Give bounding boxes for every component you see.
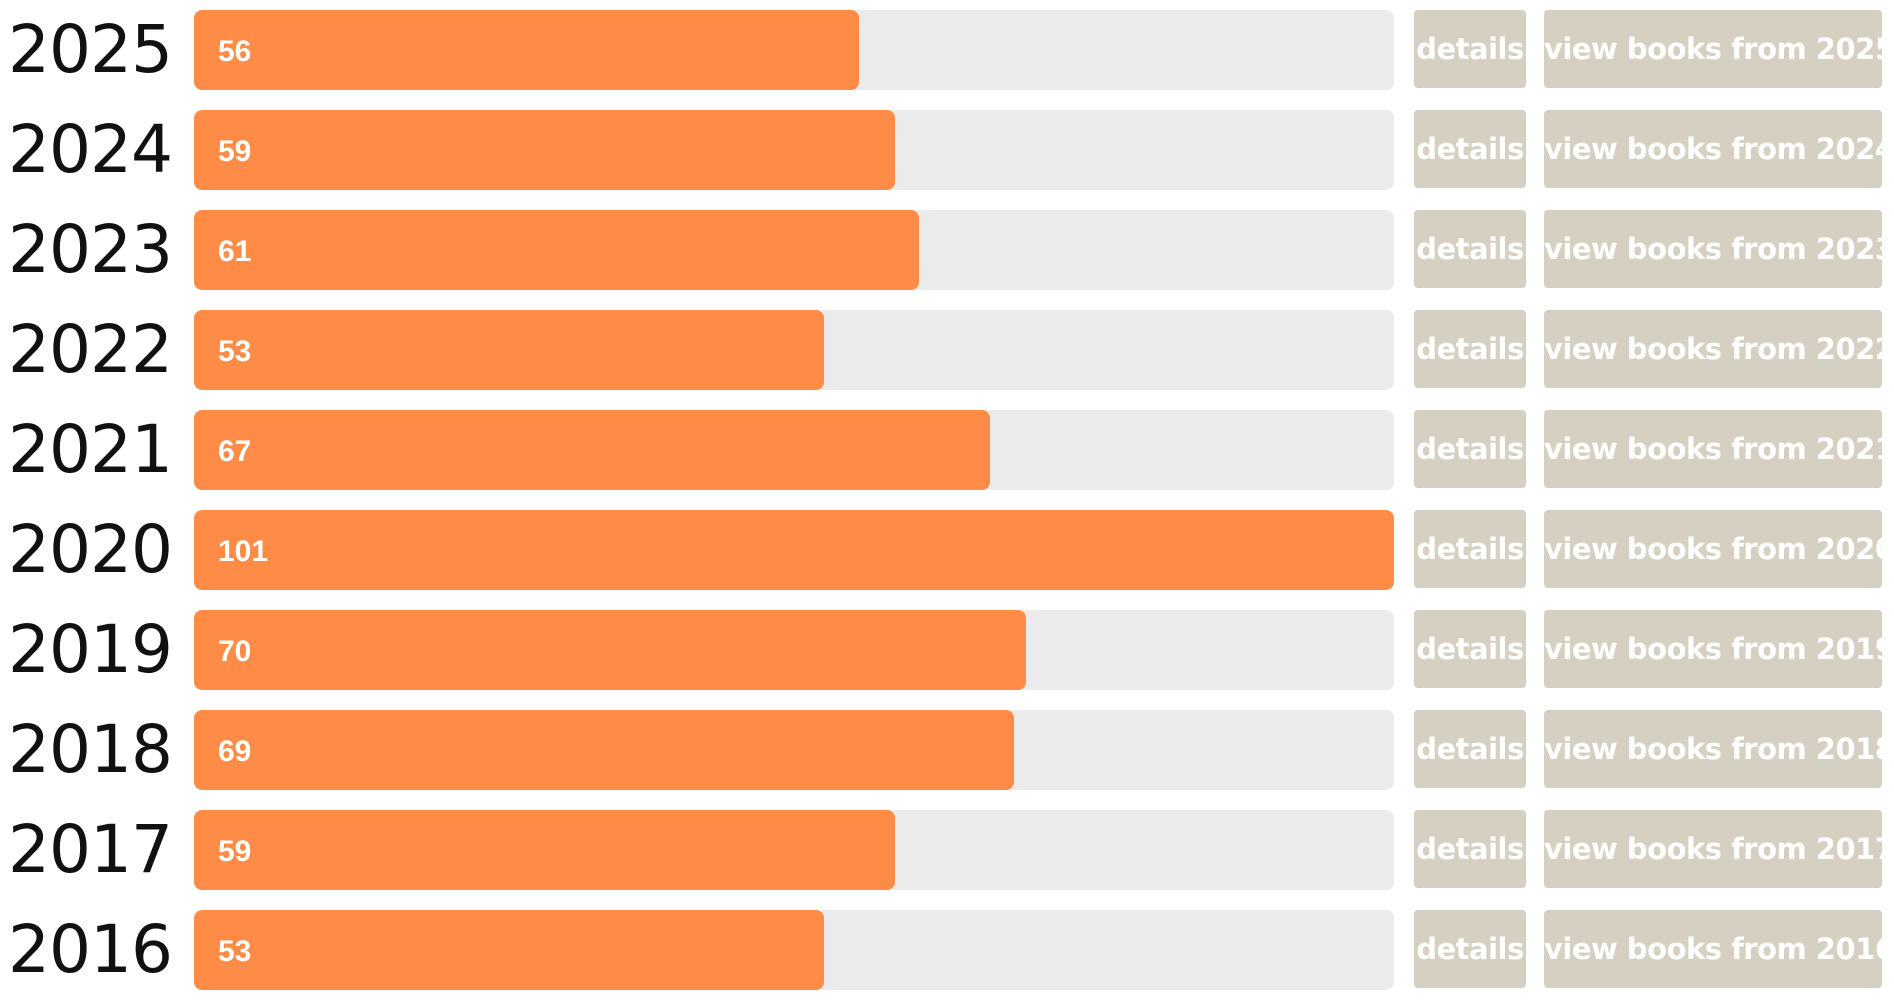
bar-value-label: 101 (218, 535, 269, 568)
view-books-button[interactable]: view books from 2016 (1544, 910, 1894, 988)
bar-value-label: 69 (218, 735, 252, 768)
view-books-button[interactable]: view books from 2022 (1544, 310, 1894, 388)
view-books-button[interactable]: view books from 2020 (1544, 510, 1894, 588)
year-label: 2022 (8, 311, 173, 388)
view-books-button[interactable]: view books from 2024 (1544, 110, 1894, 188)
bar-value-label: 53 (218, 935, 252, 968)
view-books-button[interactable]: view books from 2023 (1544, 210, 1894, 288)
view-books-button[interactable]: view books from 2021 (1544, 410, 1894, 488)
bar-track: 53 (194, 310, 1394, 390)
year-label: 2020 (8, 511, 173, 588)
bar-track: 56 (194, 10, 1394, 90)
view-books-button[interactable]: view books from 2025 (1544, 10, 1894, 88)
bar-fill (194, 910, 824, 990)
year-row: 2021 67 details view books from 2021 (0, 410, 1894, 490)
bar-track: 69 (194, 710, 1394, 790)
bar-value-label: 67 (218, 435, 252, 468)
year-row: 2025 56 details view books from 2025 (0, 10, 1894, 90)
year-label: 2019 (8, 611, 173, 688)
bar-track: 101 (194, 510, 1394, 590)
year-row: 2016 53 details view books from 2016 (0, 910, 1894, 990)
bar-fill (194, 510, 1394, 590)
details-button[interactable]: details (1414, 510, 1526, 588)
details-button[interactable]: details (1414, 610, 1526, 688)
year-row: 2023 61 details view books from 2023 (0, 210, 1894, 290)
year-label: 2018 (8, 711, 173, 788)
bar-value-label: 53 (218, 335, 252, 368)
bar-track: 67 (194, 410, 1394, 490)
year-row: 2024 59 details view books from 2024 (0, 110, 1894, 190)
year-row: 2020 101 details view books from 2020 (0, 510, 1894, 590)
bar-value-label: 59 (218, 835, 252, 868)
bar-fill (194, 410, 990, 490)
bar-track: 59 (194, 110, 1394, 190)
year-label: 2017 (8, 811, 173, 888)
bar-fill (194, 210, 919, 290)
details-button[interactable]: details (1414, 310, 1526, 388)
year-label: 2024 (8, 111, 173, 188)
bar-fill (194, 110, 895, 190)
year-label: 2023 (8, 211, 173, 288)
year-row: 2019 70 details view books from 2019 (0, 610, 1894, 690)
year-row: 2018 69 details view books from 2018 (0, 710, 1894, 790)
year-row: 2022 53 details view books from 2022 (0, 310, 1894, 390)
bar-fill (194, 310, 824, 390)
details-button[interactable]: details (1414, 10, 1526, 88)
details-button[interactable]: details (1414, 910, 1526, 988)
bar-track: 59 (194, 810, 1394, 890)
bar-fill (194, 710, 1014, 790)
view-books-button[interactable]: view books from 2018 (1544, 710, 1894, 788)
details-button[interactable]: details (1414, 110, 1526, 188)
details-button[interactable]: details (1414, 410, 1526, 488)
bar-track: 61 (194, 210, 1394, 290)
details-button[interactable]: details (1414, 810, 1526, 888)
bar-value-label: 59 (218, 135, 252, 168)
view-books-button[interactable]: view books from 2017 (1544, 810, 1894, 888)
view-books-button[interactable]: view books from 2019 (1544, 610, 1894, 688)
year-row: 2017 59 details view books from 2017 (0, 810, 1894, 890)
bar-fill (194, 610, 1026, 690)
bar-fill (194, 810, 895, 890)
year-label: 2021 (8, 411, 173, 488)
bar-fill (194, 10, 859, 90)
bar-value-label: 70 (218, 635, 252, 668)
year-label: 2016 (8, 911, 173, 988)
bar-value-label: 61 (218, 235, 252, 268)
bar-value-label: 56 (218, 35, 252, 68)
bar-track: 53 (194, 910, 1394, 990)
year-label: 2025 (8, 11, 173, 88)
details-button[interactable]: details (1414, 710, 1526, 788)
details-button[interactable]: details (1414, 210, 1526, 288)
bar-track: 70 (194, 610, 1394, 690)
